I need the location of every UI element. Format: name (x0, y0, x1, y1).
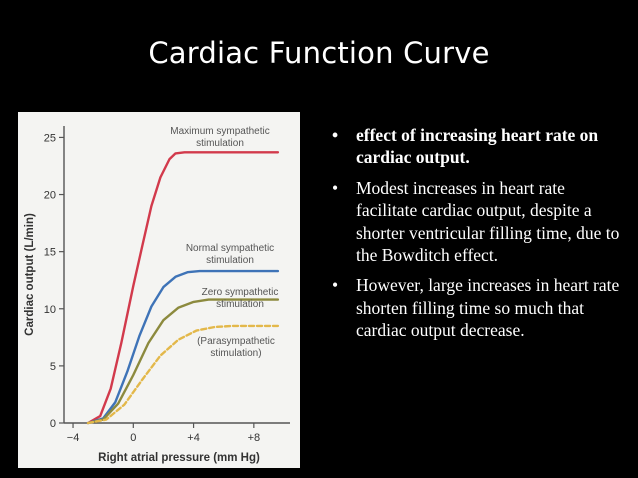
x-tick-label: 0 (130, 432, 136, 444)
series-line (86, 269, 280, 425)
cardiac-function-chart: 0 5 10 15 20 25 −4 0 +4 +8 Right atrial pressure (… (18, 112, 300, 468)
x-axis-label: Right atrial pressure (mm Hg) (98, 452, 260, 464)
series-label: stimulation (196, 138, 244, 149)
slide-title: Cardiac Function Curve (148, 36, 490, 70)
bullet-list: effect of increasing heart rate on cardi… (330, 124, 626, 350)
x-tick-label: +8 (248, 432, 261, 444)
series-label: Maximum sympathetic (170, 126, 269, 137)
series-label: (Parasympathetic (197, 336, 275, 347)
y-tick-label: 5 (50, 361, 56, 373)
series-label: stimulation) (210, 348, 261, 359)
x-tick-label: −4 (67, 432, 80, 444)
chart-svg: 0 5 10 15 20 25 −4 0 +4 +8 Right atrial pressure (… (24, 126, 290, 464)
bullet-item: effect of increasing heart rate on cardi… (330, 124, 626, 169)
series-line (86, 151, 280, 425)
y-axis-label: Cardiac output (L/min) (24, 213, 36, 336)
series-line (86, 324, 280, 425)
y-tick-label: 10 (44, 304, 56, 316)
series-line (86, 298, 280, 425)
y-tick-label: 15 (44, 247, 56, 259)
y-tick-label: 20 (44, 190, 56, 202)
bullet-item: However, large increases in heart rate s… (330, 274, 626, 341)
y-tick-label: 0 (50, 418, 56, 430)
y-tick-label: 25 (44, 132, 56, 144)
bullet-item: Modest increases in heart rate facilitat… (330, 177, 626, 267)
series-label: Zero sympathetic (202, 287, 279, 298)
series-label: stimulation (206, 255, 254, 266)
series-label: Normal sympathetic (186, 243, 274, 254)
x-tick-label: +4 (187, 432, 200, 444)
series-label: stimulation (216, 299, 264, 310)
